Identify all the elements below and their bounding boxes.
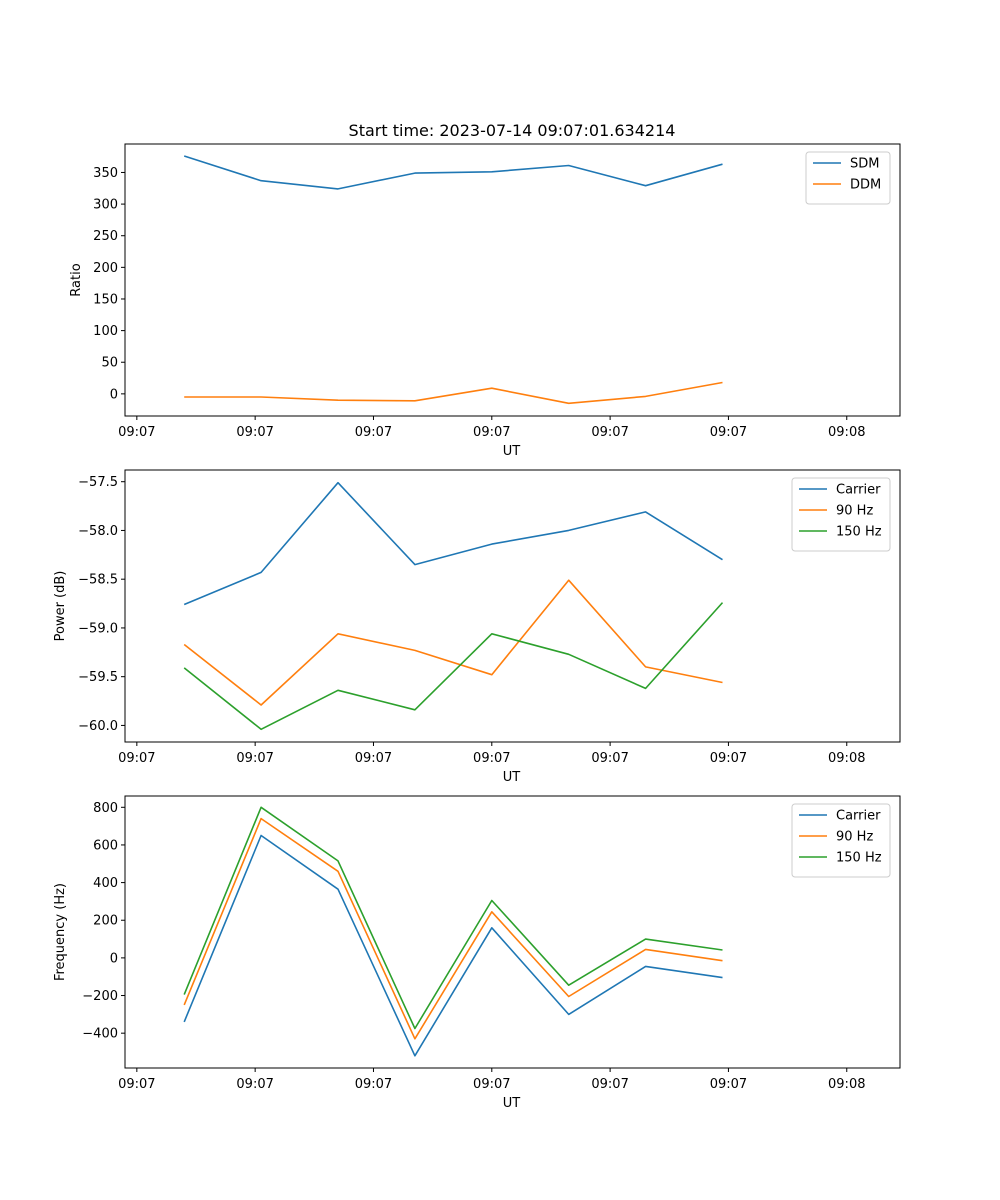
series-line-150-hz: [183, 602, 724, 731]
x-tick-label: 09:07: [473, 751, 510, 766]
y-tick-label: 0: [110, 387, 118, 402]
legend-label: 90 Hz: [836, 830, 873, 845]
charts-container: 0 50 100 150 200 250 300 350 09:07 09:07 09:07 09:0…: [53, 143, 901, 1111]
x-axis-label: UT: [503, 1096, 521, 1111]
x-tick-label: 09:07: [473, 1077, 510, 1092]
y-tick-label: 350: [93, 166, 118, 181]
x-tick-label: 09:07: [710, 425, 747, 440]
series-line-ddm: [184, 381, 723, 405]
y-tick-label: −58.5: [78, 573, 118, 588]
chart-3: −400 −200 0 200 400 600 800 09:07 09:07 09:07 09:0…: [53, 795, 901, 1111]
x-tick-label: 09:07: [355, 1077, 392, 1092]
axes-frame: [124, 143, 901, 417]
series-line-carrier: [183, 481, 723, 606]
x-tick-label: 09:08: [828, 1077, 865, 1092]
x-tick-label: 09:07: [118, 1077, 155, 1092]
y-tick-label: 0: [110, 951, 118, 966]
y-tick-label: 300: [93, 198, 118, 213]
x-tick-label: 09:07: [710, 1077, 747, 1092]
y-tick-label: 400: [93, 876, 118, 891]
y-tick-label: 250: [93, 229, 118, 244]
y-tick-label: −60.0: [78, 719, 118, 734]
x-tick-label: 09:08: [828, 425, 865, 440]
y-tick-label: −59.5: [78, 670, 118, 685]
legend-box: [791, 477, 891, 552]
y-tick-label: 100: [93, 324, 118, 339]
x-tick-label: 09:07: [355, 751, 392, 766]
y-tick-label: 800: [93, 801, 118, 816]
x-tick-label: 09:07: [236, 751, 273, 766]
y-axis-label: Ratio: [69, 263, 84, 296]
y-tick-label: −57.5: [78, 475, 118, 490]
legend-label: 90 Hz: [836, 504, 873, 519]
legend-label: SDM: [850, 157, 879, 172]
x-tick-label: 09:07: [236, 1077, 273, 1092]
x-tick-label: 09:07: [118, 751, 155, 766]
y-tick-label: 200: [93, 261, 118, 276]
y-tick-label: −200: [82, 989, 118, 1004]
x-tick-label: 09:07: [473, 425, 510, 440]
x-tick-label: 09:07: [355, 425, 392, 440]
series-line-90-hz: [183, 579, 723, 706]
x-tick-label: 09:07: [591, 425, 628, 440]
y-tick-label: −400: [82, 1027, 118, 1042]
legend: SDM DDM: [805, 151, 891, 205]
y-axis-label: Frequency (Hz): [53, 883, 68, 981]
x-tick-label: 09:07: [591, 1077, 628, 1092]
y-tick-label: 200: [93, 914, 118, 929]
x-tick-label: 09:07: [236, 425, 273, 440]
y-axis-label: Power (dB): [53, 571, 68, 642]
x-tick-label: 09:07: [591, 751, 628, 766]
legend-label: Carrier: [836, 483, 881, 498]
series-line-90-hz: [183, 817, 723, 1040]
x-tick-label: 09:07: [710, 751, 747, 766]
y-tick-label: 150: [93, 292, 118, 307]
axes-frame: [124, 469, 901, 743]
legend-box: [791, 803, 891, 878]
x-axis-label: UT: [503, 444, 521, 459]
chart-2: −60.0 −59.5 −59.0 −58.5 −58.0 −57.5 09:07 09:07…: [53, 469, 901, 785]
legend: Carrier 90 Hz 150 Hz: [791, 803, 891, 878]
axes-frame: [124, 795, 901, 1069]
y-tick-label: 600: [93, 838, 118, 853]
x-axis-label: UT: [503, 770, 521, 785]
legend-label: 150 Hz: [836, 525, 882, 540]
chart-title: Start time: 2023-07-14 09:07:01.634214: [349, 121, 676, 140]
legend-label: DDM: [850, 178, 881, 193]
chart-1: 0 50 100 150 200 250 300 350 09:07 09:07 09:07 09:0…: [69, 143, 901, 459]
y-tick-label: −58.0: [78, 524, 118, 539]
legend-box: [805, 151, 891, 205]
legend: Carrier 90 Hz 150 Hz: [791, 477, 891, 552]
series-line-150-hz: [183, 806, 723, 1030]
y-tick-label: −59.0: [78, 621, 118, 636]
x-tick-label: 09:07: [118, 425, 155, 440]
series-line-sdm: [183, 155, 723, 190]
series-line-carrier: [183, 834, 723, 1057]
legend-label: 150 Hz: [836, 851, 882, 866]
legend-label: Carrier: [836, 809, 881, 824]
y-tick-label: 50: [101, 356, 118, 371]
x-tick-label: 09:08: [828, 751, 865, 766]
